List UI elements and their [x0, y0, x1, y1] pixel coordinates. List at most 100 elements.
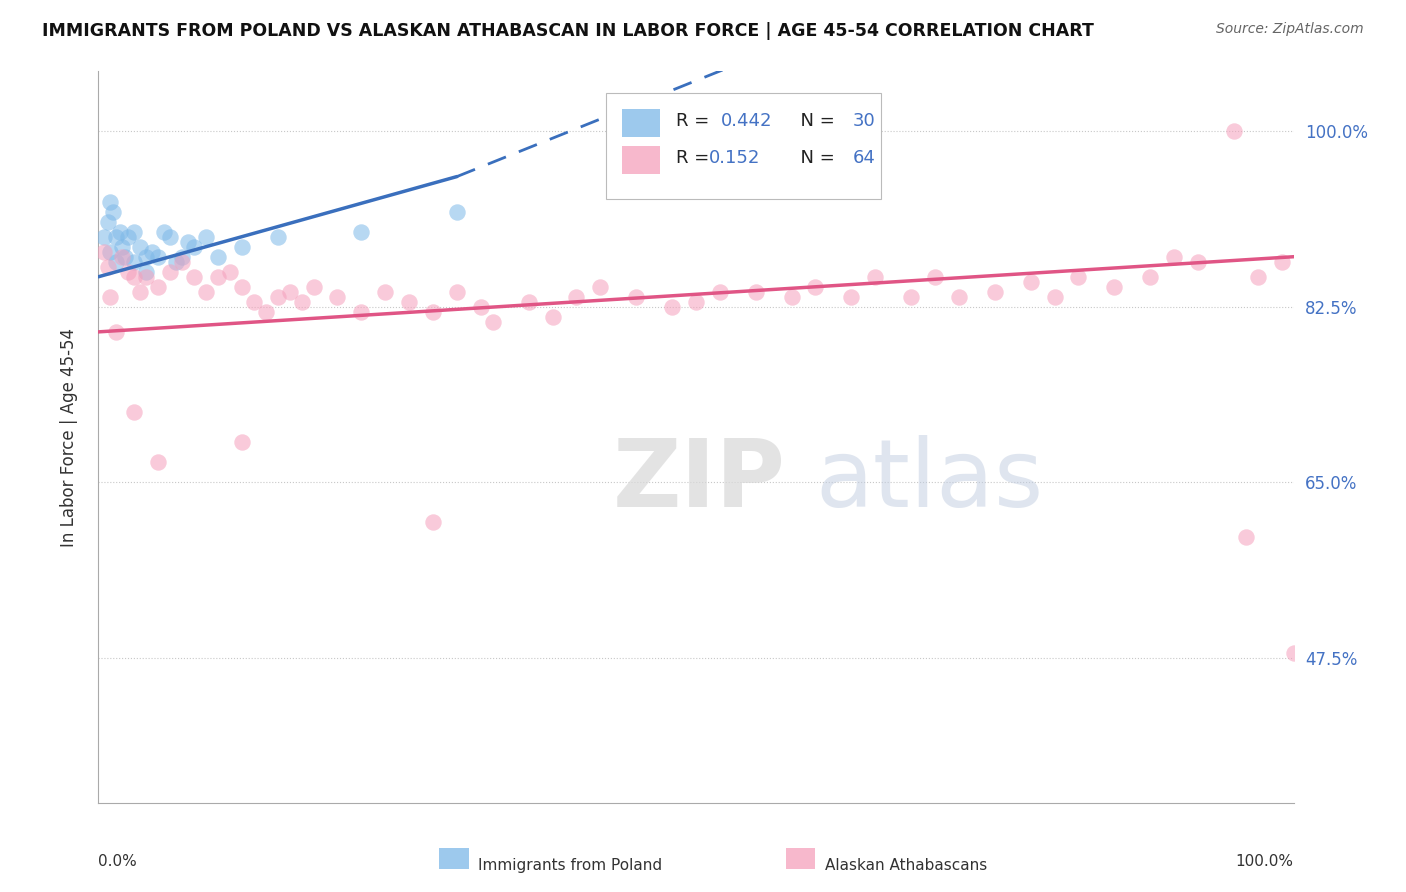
- Text: 0.152: 0.152: [709, 149, 761, 167]
- Point: [195, 285, 218, 299]
- Point: [93, 244, 115, 259]
- Point: [374, 285, 396, 299]
- Point: [105, 254, 128, 268]
- Text: 0.442: 0.442: [721, 112, 772, 130]
- Point: [1247, 269, 1270, 284]
- Point: [350, 305, 373, 319]
- Text: N =: N =: [789, 149, 841, 167]
- Point: [105, 229, 128, 244]
- Point: [745, 285, 768, 299]
- Text: 0.0%: 0.0%: [98, 854, 138, 869]
- FancyBboxPatch shape: [786, 848, 815, 869]
- Text: R =: R =: [676, 112, 714, 130]
- Point: [865, 269, 887, 284]
- Point: [105, 325, 128, 339]
- Point: [177, 235, 200, 249]
- Point: [98, 194, 122, 209]
- Point: [135, 269, 157, 284]
- Text: IMMIGRANTS FROM POLAND VS ALASKAN ATHABASCAN IN LABOR FORCE | AGE 45-54 CORRELAT: IMMIGRANTS FROM POLAND VS ALASKAN ATHABA…: [42, 22, 1094, 40]
- Point: [804, 280, 827, 294]
- Point: [661, 300, 683, 314]
- Point: [1104, 280, 1126, 294]
- Point: [398, 294, 420, 309]
- Point: [114, 250, 136, 264]
- Point: [267, 290, 290, 304]
- Point: [159, 265, 181, 279]
- Point: [124, 269, 146, 284]
- Point: [111, 250, 134, 264]
- Point: [709, 285, 731, 299]
- Point: [195, 229, 218, 244]
- Point: [1067, 269, 1090, 284]
- Point: [1043, 290, 1066, 304]
- Point: [626, 290, 648, 304]
- Point: [97, 214, 120, 228]
- FancyBboxPatch shape: [621, 146, 661, 174]
- Point: [254, 305, 277, 319]
- Point: [780, 290, 803, 304]
- Point: [589, 280, 612, 294]
- Point: [517, 294, 540, 309]
- Point: [93, 229, 115, 244]
- Point: [148, 455, 170, 469]
- Point: [135, 250, 157, 264]
- Point: [124, 254, 146, 268]
- Point: [97, 260, 120, 274]
- Text: Source: ZipAtlas.com: Source: ZipAtlas.com: [1216, 22, 1364, 37]
- Point: [111, 240, 134, 254]
- Point: [101, 204, 124, 219]
- Point: [948, 290, 970, 304]
- Point: [541, 310, 564, 324]
- Point: [326, 290, 349, 304]
- Point: [159, 229, 181, 244]
- Point: [267, 229, 290, 244]
- Point: [243, 294, 266, 309]
- Point: [117, 229, 139, 244]
- Point: [1223, 124, 1246, 138]
- Point: [231, 280, 253, 294]
- Point: [291, 294, 314, 309]
- Point: [124, 225, 146, 239]
- Point: [900, 290, 922, 304]
- Point: [129, 285, 152, 299]
- Text: 64: 64: [852, 149, 876, 167]
- FancyBboxPatch shape: [621, 110, 661, 137]
- Point: [1282, 646, 1305, 660]
- Point: [183, 269, 205, 284]
- Point: [1019, 275, 1042, 289]
- Point: [422, 305, 444, 319]
- Point: [98, 244, 122, 259]
- Point: [231, 435, 253, 450]
- Point: [153, 225, 176, 239]
- Point: [1139, 269, 1161, 284]
- Point: [565, 290, 588, 304]
- Point: [470, 300, 492, 314]
- Point: [129, 240, 152, 254]
- FancyBboxPatch shape: [439, 848, 470, 869]
- Point: [165, 254, 187, 268]
- FancyBboxPatch shape: [606, 94, 882, 200]
- Point: [984, 285, 1007, 299]
- Point: [350, 225, 373, 239]
- Point: [302, 280, 325, 294]
- Text: atlas: atlas: [815, 435, 1043, 527]
- Point: [207, 269, 229, 284]
- Point: [183, 240, 205, 254]
- Point: [172, 250, 194, 264]
- Point: [446, 204, 468, 219]
- Y-axis label: In Labor Force | Age 45-54: In Labor Force | Age 45-54: [59, 327, 77, 547]
- Point: [481, 315, 505, 329]
- Point: [1163, 250, 1185, 264]
- Point: [108, 225, 131, 239]
- Text: 100.0%: 100.0%: [1236, 854, 1294, 869]
- Point: [207, 250, 229, 264]
- Point: [172, 254, 194, 268]
- Point: [1187, 254, 1209, 268]
- Point: [1234, 530, 1257, 544]
- Point: [278, 285, 301, 299]
- Point: [141, 244, 163, 259]
- Text: R =: R =: [676, 149, 714, 167]
- Point: [231, 240, 253, 254]
- Point: [148, 250, 170, 264]
- Text: Alaskan Athabascans: Alaskan Athabascans: [825, 858, 987, 872]
